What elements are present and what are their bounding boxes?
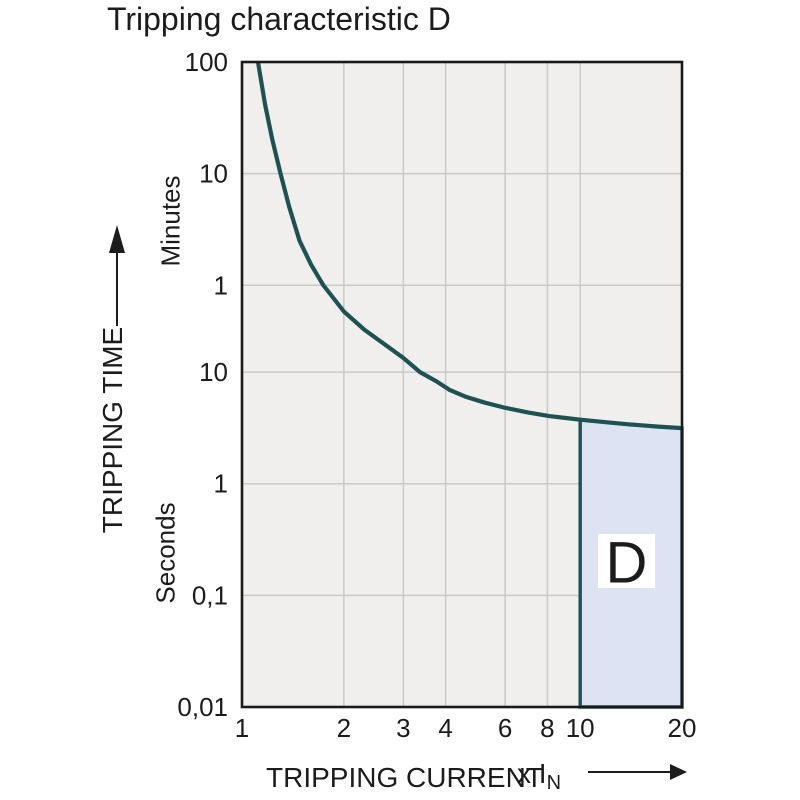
y-tick-label: 0,1 xyxy=(192,580,228,610)
x-tick-label: 20 xyxy=(668,713,697,743)
x-tick-label: 3 xyxy=(396,713,410,743)
x-tick-label: 10 xyxy=(566,713,595,743)
y-tick-label: 100 xyxy=(185,47,228,77)
x-tick-label: 1 xyxy=(235,713,249,743)
x-tick-label: 8 xyxy=(540,713,554,743)
x-axis-unit-prefix: x I xyxy=(517,758,547,789)
x-axis-title: TRIPPING CURRENT xyxy=(266,762,543,793)
y-tick-label: 10 xyxy=(199,159,228,189)
region-d-label: D xyxy=(606,531,648,596)
y-axis-title: TRIPPING TIME xyxy=(97,326,128,534)
y-tick-label: 10 xyxy=(199,357,228,387)
x-tick-label: 4 xyxy=(438,713,452,743)
x-axis-arrow-icon xyxy=(588,764,687,780)
y-tick-label: 0,01 xyxy=(177,692,228,722)
y-tick-label: 1 xyxy=(214,469,228,499)
x-axis-unit-subscript: N xyxy=(546,772,562,794)
region-d-label-box xyxy=(598,534,655,588)
chart-title: Tripping characteristic D xyxy=(107,1,451,37)
x-axis-unit: x IN xyxy=(517,758,561,795)
x-tick-label: 6 xyxy=(498,713,512,743)
y-axis-unit-minutes: Minutes xyxy=(155,175,186,267)
y-axis-arrow-icon xyxy=(109,225,125,326)
y-tick-label: 1 xyxy=(214,270,228,300)
tripping-curve xyxy=(255,61,683,431)
plot-frame xyxy=(240,60,684,709)
x-tick-label: 2 xyxy=(337,713,351,743)
y-axis-unit-seconds: Seconds xyxy=(150,502,181,604)
